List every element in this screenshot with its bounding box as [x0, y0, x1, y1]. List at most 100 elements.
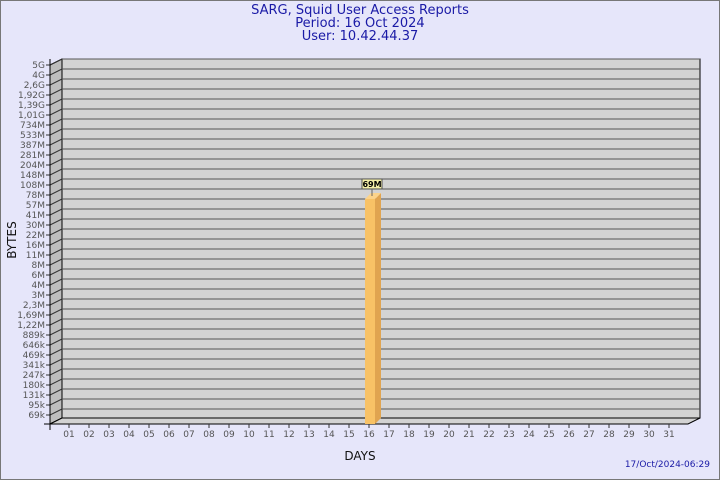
x-tick-label: 23 — [503, 430, 514, 440]
generated-timestamp: 17/Oct/2024-06:29 — [624, 460, 710, 470]
y-tick-label: 4G — [32, 71, 45, 81]
x-tick-label: 22 — [483, 430, 494, 440]
y-tick-label: 57M — [26, 201, 45, 211]
x-tick-label: 28 — [603, 430, 615, 440]
gridline-side — [49, 68, 63, 76]
gridline-side — [49, 268, 63, 276]
gridline-side — [49, 408, 63, 416]
gridline-side — [49, 258, 63, 266]
gridline-side — [49, 88, 63, 96]
gridline-side — [49, 108, 63, 116]
x-tick-label: 08 — [203, 430, 215, 440]
y-tick-label: 646k — [23, 341, 46, 351]
bar — [365, 198, 375, 424]
y-tick-label: 533M — [20, 131, 45, 141]
x-tick-label: 07 — [183, 430, 194, 440]
x-tick-label: 12 — [283, 430, 294, 440]
y-tick-label: 8M — [32, 261, 46, 271]
gridline-side — [49, 338, 63, 346]
x-tick-label: 27 — [583, 430, 594, 440]
gridline-side — [49, 388, 63, 396]
x-tick-label: 20 — [443, 430, 455, 440]
y-tick-label: 387M — [20, 141, 45, 151]
gridline-side — [49, 328, 63, 336]
y-tick-label: 889k — [23, 331, 46, 341]
y-tick-label: 30M — [26, 221, 45, 231]
gridline-side — [49, 298, 63, 306]
gridline-side — [49, 128, 63, 136]
x-tick-label: 29 — [623, 430, 635, 440]
gridline-side — [49, 368, 63, 376]
gridline-side — [49, 318, 63, 326]
gridline-side — [49, 58, 63, 66]
y-axis-label: BYTES — [5, 221, 19, 258]
y-tick-label: 4M — [32, 281, 46, 291]
y-tick-label: 469k — [23, 351, 46, 361]
x-tick-label: 02 — [83, 430, 94, 440]
gridline-side — [49, 378, 63, 386]
gridline-side — [49, 248, 63, 256]
bar-value-label: 69M — [362, 180, 381, 189]
y-tick-label: 734M — [20, 121, 45, 131]
x-tick-label: 24 — [523, 430, 535, 440]
y-tick-label: 341k — [23, 361, 46, 371]
y-tick-label: 11M — [26, 251, 45, 261]
gridline-side — [49, 348, 63, 356]
y-tick-label: 148M — [20, 171, 45, 181]
bar-label-box — [361, 178, 383, 190]
bar-top — [365, 192, 381, 199]
bar-side — [375, 192, 381, 424]
y-tick-label: 1,92G — [18, 91, 45, 101]
x-tick-label: 19 — [423, 430, 435, 440]
x-tick-label: 26 — [563, 430, 575, 440]
x-tick-label: 11 — [263, 430, 274, 440]
gridline-side — [49, 308, 63, 316]
x-tick-label: 13 — [303, 430, 314, 440]
y-tick-label: 16M — [26, 241, 45, 251]
gridline-side — [49, 398, 63, 406]
y-tick-label: 3M — [32, 291, 46, 301]
y-tick-label: 204M — [20, 161, 45, 171]
gridline-side — [49, 168, 63, 176]
y-tick-label: 281M — [20, 151, 45, 161]
y-tick-label: 2,3M — [23, 301, 45, 311]
x-tick-label: 14 — [323, 430, 335, 440]
x-tick-label: 25 — [543, 430, 554, 440]
x-tick-label: 30 — [643, 430, 655, 440]
y-tick-label: 1,69M — [17, 311, 45, 321]
y-tick-label: 108M — [20, 181, 45, 191]
gridline-side — [49, 118, 63, 126]
y-tick-label: 41M — [26, 211, 45, 221]
x-tick-label: 31 — [663, 430, 674, 440]
x-axis-label: DAYS — [344, 449, 375, 463]
x-tick-label: 15 — [343, 430, 354, 440]
gridline-side — [49, 138, 63, 146]
y-tick-label: 69k — [28, 411, 45, 421]
y-tick-label: 180k — [23, 381, 46, 391]
x-tick-label: 01 — [63, 430, 74, 440]
y-tick-label: 1,01G — [18, 111, 45, 121]
gridline-side — [49, 208, 63, 216]
y-tick-label: 5G — [32, 61, 45, 71]
gridline-side — [49, 238, 63, 246]
y-tick-label: 131k — [23, 391, 46, 401]
x-tick-label: 06 — [163, 430, 175, 440]
chart-user: User: 10.42.44.37 — [301, 29, 419, 44]
gridline-side — [49, 148, 63, 156]
y-tick-label: 22M — [26, 231, 45, 241]
y-tick-label: 6M — [32, 271, 46, 281]
x-tick-label: 16 — [363, 430, 375, 440]
x-tick-label: 04 — [123, 430, 135, 440]
gridline-side — [49, 228, 63, 236]
gridline-side — [49, 358, 63, 366]
gridline-side — [49, 288, 63, 296]
x-tick-label: 21 — [463, 430, 474, 440]
y-tick-label: 1,22M — [17, 321, 45, 331]
x-tick-label: 18 — [403, 430, 415, 440]
y-tick-label: 247k — [23, 371, 46, 381]
y-tick-label: 95k — [28, 401, 45, 411]
gridline-side — [49, 158, 63, 166]
gridline-side — [49, 198, 63, 206]
x-tick-label: 09 — [223, 430, 235, 440]
chart-period: Period: 16 Oct 2024 — [295, 16, 425, 31]
